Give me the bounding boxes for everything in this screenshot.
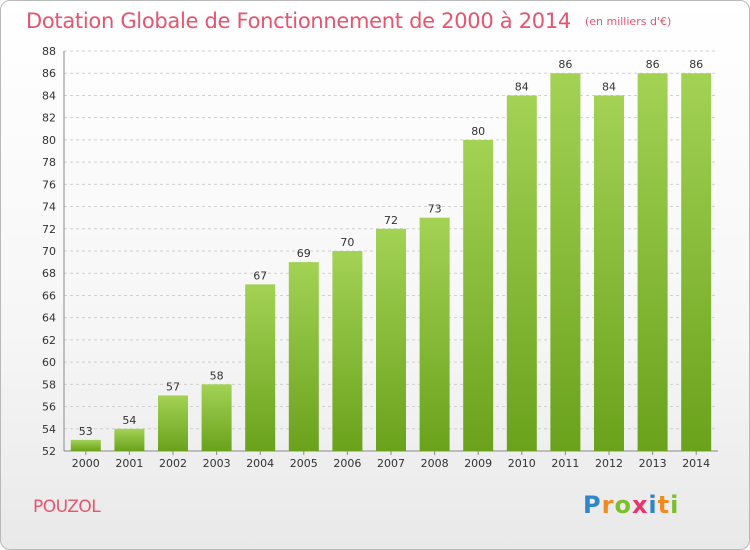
data-label: 53 [79, 425, 93, 438]
y-tick-label: 52 [42, 445, 56, 458]
data-label: 86 [689, 58, 703, 71]
data-label: 86 [646, 58, 660, 71]
data-label: 67 [253, 269, 267, 282]
y-tick-label: 56 [42, 401, 56, 414]
x-tick-labels: 2000 2001 2002 2003 2004 2005 2006 2007 2008 2009… [72, 451, 710, 470]
y-tick-label: 54 [42, 423, 56, 436]
data-label: 69 [297, 247, 311, 260]
x-tick-label: 2000 [72, 457, 100, 470]
commune-name: POUZOL [33, 497, 101, 517]
bar [288, 262, 319, 451]
x-tick-label: 2010 [508, 457, 536, 470]
y-tick-label: 70 [42, 245, 56, 258]
bar [114, 428, 145, 451]
logo-letter: i [648, 491, 658, 519]
bar [376, 228, 406, 451]
bars [70, 73, 712, 451]
y-tick-label: 78 [42, 156, 56, 169]
y-tick-label: 64 [42, 312, 56, 325]
chart-unit-label: (en milliers d'€) [584, 15, 672, 28]
x-tick-label: 2007 [377, 457, 405, 470]
y-tick-label: 62 [42, 334, 56, 347]
y-tick-label: 80 [42, 134, 56, 147]
bar [506, 95, 537, 451]
data-label: 84 [602, 80, 616, 93]
x-tick-label: 2008 [421, 457, 449, 470]
y-tick-label: 68 [42, 267, 56, 280]
data-label: 57 [166, 380, 180, 393]
chart-title: Dotation Globale de Fonctionnement de 20… [26, 9, 571, 33]
data-label: 72 [384, 214, 398, 227]
x-tick-label: 2013 [639, 457, 667, 470]
logo-letter: P [583, 491, 602, 519]
data-label: 80 [471, 125, 485, 138]
bar [463, 139, 494, 451]
bar [332, 251, 363, 451]
bar [201, 384, 232, 451]
proxiti-logo: Proxiti [583, 491, 679, 519]
x-tick-label: 2002 [159, 457, 187, 470]
data-label: 58 [210, 369, 224, 382]
bar [70, 439, 101, 451]
data-label: 70 [340, 236, 354, 249]
bar [158, 395, 188, 451]
bar [245, 284, 276, 451]
x-tick-label: 2006 [333, 457, 361, 470]
y-tick-label: 58 [42, 378, 56, 391]
y-tick-label: 84 [42, 89, 56, 102]
y-tick-label: 86 [42, 67, 56, 80]
data-label: 73 [428, 203, 442, 216]
y-tick-labels: 52 54 56 58 60 62 64 66 68 70 72 74 76 78 80 82 84 86 88 [42, 45, 56, 458]
bar [594, 95, 624, 451]
logo-letter: i [670, 491, 680, 519]
y-tick-label: 82 [42, 112, 56, 125]
y-tick-label: 66 [42, 289, 56, 302]
x-tick-label: 2004 [246, 457, 274, 470]
x-tick-label: 2003 [203, 457, 231, 470]
logo-letter: o [614, 491, 632, 519]
chart-title-block: Dotation Globale de Fonctionnement de 20… [26, 9, 671, 33]
y-tick-label: 74 [42, 201, 56, 214]
bar [419, 217, 450, 451]
bar [637, 73, 668, 451]
logo-letter: t [657, 491, 671, 519]
data-label: 84 [515, 80, 529, 93]
y-tick-label: 72 [42, 223, 56, 236]
x-tick-label: 2005 [290, 457, 318, 470]
data-labels: 53 54 57 58 67 69 70 72 73 80 84 86 84 86 86 [79, 58, 703, 438]
x-tick-label: 2009 [464, 457, 492, 470]
logo-letter: x [631, 491, 649, 519]
y-tick-label: 60 [42, 356, 56, 369]
x-tick-label: 2012 [595, 457, 623, 470]
y-tick-label: 88 [42, 45, 56, 58]
logo-letter: r [601, 491, 615, 519]
x-tick-label: 2014 [682, 457, 710, 470]
x-tick-label: 2001 [115, 457, 143, 470]
x-tick-label: 2011 [551, 457, 579, 470]
bar [550, 73, 581, 451]
data-label: 54 [122, 414, 136, 427]
y-tick-label: 76 [42, 178, 56, 191]
data-label: 86 [558, 58, 572, 71]
bar [681, 73, 712, 451]
